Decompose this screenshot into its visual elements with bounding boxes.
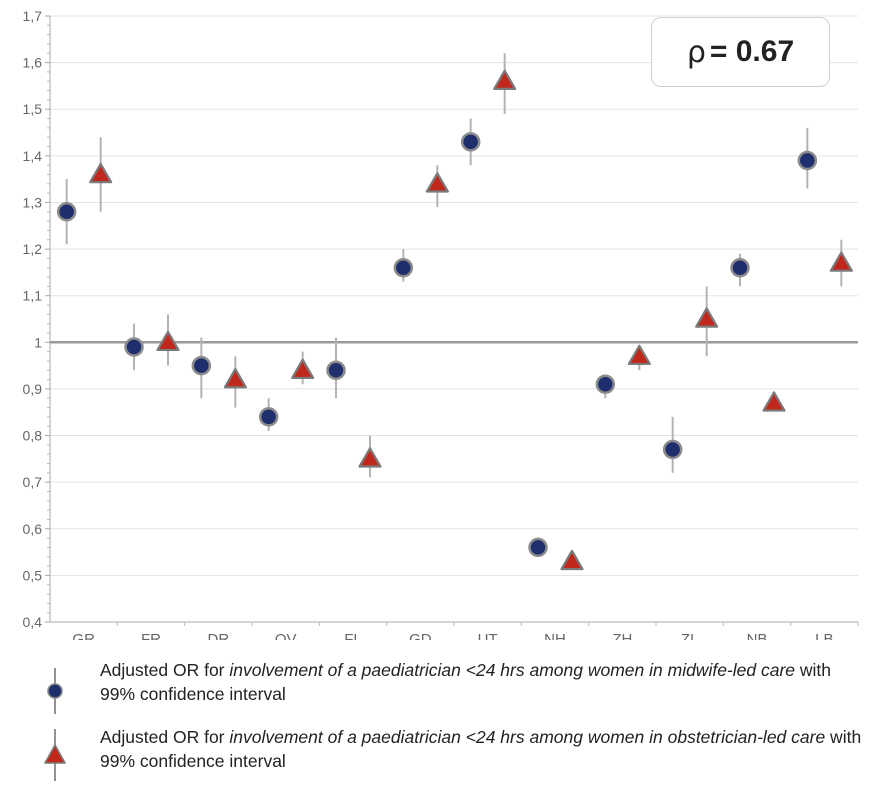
data-marks — [56, 53, 853, 571]
x-tick-label-gr: GR — [72, 631, 95, 640]
y-tick-label: 1,6 — [23, 55, 43, 71]
point-triangle-gr — [89, 162, 113, 184]
point-triangle-nh — [560, 549, 584, 571]
point-circle-fr — [124, 337, 144, 357]
point-triangle-gd — [425, 172, 449, 193]
x-tick-label-gd: GD — [409, 631, 432, 640]
y-tick-label: 1,2 — [23, 241, 43, 257]
legend-circle-icon — [47, 668, 63, 714]
point-circle-gd — [393, 257, 414, 278]
grid-lines — [50, 15, 858, 576]
x-tick-label-zl: ZL — [681, 631, 699, 640]
rho-symbol: ρ — [686, 34, 706, 70]
legend-label-midwife: Adjusted OR for involvement of a paediat… — [100, 660, 831, 704]
y-tick-label: 1,7 — [23, 8, 43, 24]
point-triangle-ut — [493, 69, 517, 91]
x-axis: GR FR DR OV FL GD UT NH ZH ZL NB LB — [50, 621, 859, 640]
point-circle-fl — [326, 360, 346, 381]
point-circle-nb — [730, 257, 750, 278]
y-tick-label: 0,9 — [23, 381, 43, 397]
x-tick-label-nh: NH — [544, 631, 566, 640]
point-circle-nh — [528, 537, 548, 558]
point-triangle-fl — [358, 447, 382, 468]
y-tick-label: 0,4 — [23, 614, 43, 630]
point-circle-dr — [191, 355, 212, 376]
y-tick-label: 0,7 — [23, 474, 43, 490]
x-tick-label-zh: ZH — [612, 631, 632, 640]
point-triangle-lb — [829, 251, 853, 272]
x-tick-label-dr: DR — [207, 631, 229, 640]
point-circle-zl — [662, 439, 683, 460]
point-circle-ut — [460, 132, 481, 152]
point-circle-ov — [258, 407, 279, 427]
point-triangle-zh — [627, 344, 651, 366]
y-tick-label: 0,6 — [23, 521, 43, 537]
y-axis: 0,4 0,5 0,6 0,7 0,8 0,9 1 1,1 1,2 1,3 1,4 1,5 1,6 1,7 — [23, 8, 51, 630]
y-tick-label: 0,5 — [23, 567, 43, 583]
y-tick-label: 1,1 — [23, 288, 43, 304]
point-triangle-dr — [223, 367, 247, 389]
y-tick-label: 1,5 — [23, 101, 43, 117]
legend-item-obstetrician: Adjusted OR for involvement of a paediat… — [38, 725, 861, 785]
point-triangle-nb — [762, 391, 786, 412]
legend-triangle-icon — [44, 729, 66, 781]
y-tick-label: 1,3 — [23, 194, 43, 210]
correlation-annotation: ρ = 0.67 — [651, 17, 830, 87]
x-tick-label-ut: UT — [478, 631, 498, 640]
x-tick-label-fl: FL — [344, 631, 362, 640]
x-tick-label-lb: LB — [815, 631, 833, 640]
point-circle-zh — [595, 374, 616, 395]
point-triangle-ov — [291, 358, 315, 380]
x-tick-label-ov: OV — [275, 631, 297, 640]
point-triangle-zl — [695, 307, 719, 328]
chart-canvas: 0,4 0,5 0,6 0,7 0,8 0,9 1 1,1 1,2 1,3 1,4 1,5 1,6 1,7… — [23, 8, 859, 640]
rho-value: = 0.67 — [709, 35, 795, 68]
y-tick-label: 0,8 — [23, 428, 43, 444]
legend-item-midwife: Adjusted OR for involvement of a paediat… — [38, 658, 858, 718]
point-circle-gr — [56, 202, 77, 222]
x-tick-label-nb: NB — [747, 631, 768, 640]
y-tick-label: 1,4 — [23, 148, 43, 164]
point-circle-lb — [797, 150, 818, 171]
point-triangle-fr — [156, 330, 180, 352]
y-tick-label: 1 — [34, 334, 42, 350]
x-tick-label-fr: FR — [141, 631, 161, 640]
legend-label-obstetrician: Adjusted OR for involvement of a paediat… — [100, 727, 862, 771]
